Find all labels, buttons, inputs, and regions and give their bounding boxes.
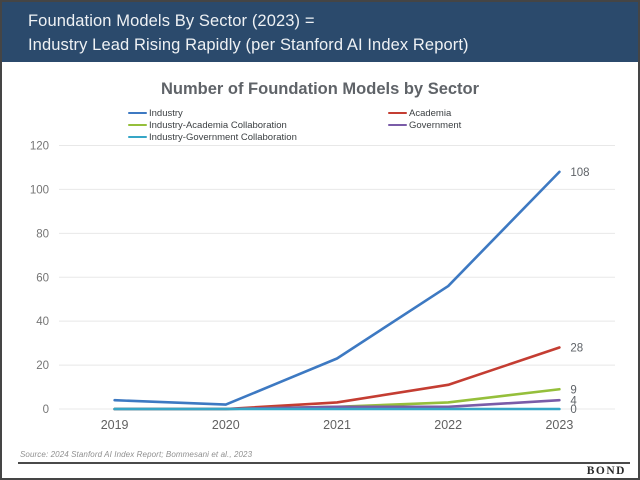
legend-column-right: Academia Government [388, 107, 461, 131]
header-title-line1: Foundation Models By Sector (2023) = [28, 12, 315, 30]
legend-label: Industry [149, 107, 183, 119]
legend-swatch-government [388, 123, 407, 127]
legend-column-left: Industry Industry-Academia Collaboration I… [128, 107, 297, 143]
y-tick-label: 0 [43, 404, 49, 416]
x-tick-label: 2022 [434, 418, 462, 432]
y-tick-label: 20 [36, 360, 49, 372]
end-label-industry-government-collaboration: 0 [570, 404, 576, 416]
series-line-industry [113, 170, 561, 406]
x-tick-label: 2023 [545, 418, 573, 432]
legend-item-government: Government [388, 119, 461, 131]
x-tick-label: 2020 [212, 418, 240, 432]
slide-header: Foundation Models By Sector (2023) = Ind… [2, 2, 638, 62]
y-tick-label: 40 [36, 316, 49, 328]
end-label-industry: 108 [570, 167, 589, 179]
footer-rule [18, 462, 630, 464]
y-tick-label: 120 [30, 141, 49, 153]
legend-label: Industry-Academia Collaboration [149, 119, 287, 131]
legend-label: Government [409, 119, 462, 131]
legend-item-industry: Industry [128, 107, 297, 119]
header-title-line2: Industry Lead Rising Rapidly (per Stanfo… [28, 36, 469, 54]
legend-swatch-industry-government-collaboration [128, 135, 147, 139]
legend-label: Industry-Government Collaboration [149, 131, 297, 143]
x-tick-label: 2019 [101, 418, 129, 432]
legend-swatch-academia [388, 111, 407, 115]
brand-logo: BOND [586, 465, 626, 477]
series-line-academia [113, 346, 561, 411]
legend-swatch-industry [128, 111, 147, 115]
legend-item-academia: Academia [388, 107, 461, 119]
legend-label: Academia [409, 107, 452, 119]
y-tick-label: 60 [36, 272, 49, 284]
legend-swatch-industry-academia-collaboration [128, 123, 147, 127]
chart-title: Number of Foundation Models by Sector [160, 80, 480, 98]
legend-item-industry-academia-collaboration: Industry-Academia Collaboration [128, 119, 297, 131]
end-label-academia: 28 [570, 343, 583, 355]
y-tick-label: 100 [30, 184, 49, 196]
x-tick-label: 2021 [323, 418, 351, 432]
y-tick-label: 80 [36, 228, 49, 240]
end-label-industry-academia-collaboration: 9 [570, 384, 576, 396]
legend-item-industry-government-collaboration: Industry-Government Collaboration [128, 131, 297, 143]
end-label-government: 4 [570, 395, 577, 407]
source-note: Source: 2024 Stanford AI Index Report; B… [20, 450, 253, 459]
